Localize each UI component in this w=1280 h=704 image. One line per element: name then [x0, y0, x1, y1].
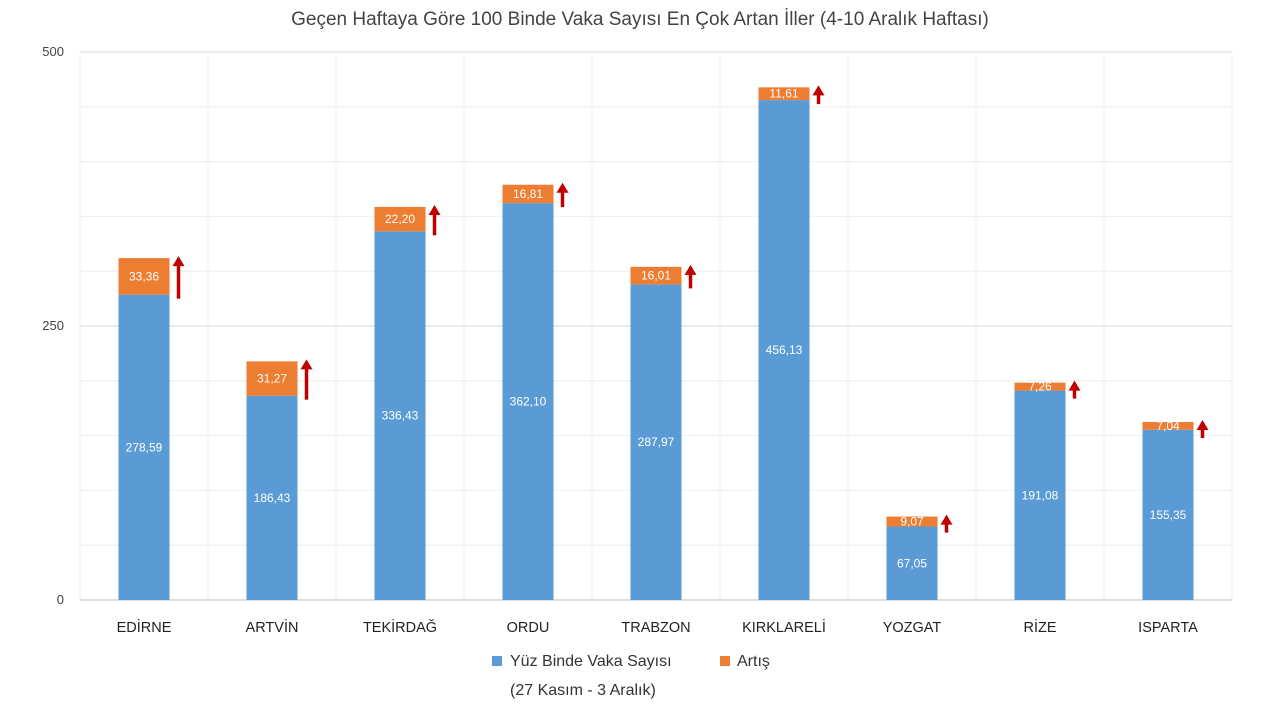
data-label-base: 278,59: [126, 440, 163, 454]
arrow-head: [1068, 380, 1081, 391]
data-label-base: 456,13: [766, 343, 803, 357]
arrow-head: [812, 85, 825, 96]
y-tick-label: 500: [42, 44, 64, 59]
arrow-head: [556, 182, 569, 193]
up-arrow-icon: [300, 359, 313, 400]
legend-swatch-base: [492, 656, 502, 666]
category-label: YOZGAT: [883, 620, 942, 636]
bar-increase: [1014, 382, 1066, 391]
up-arrow-icon: [684, 264, 697, 289]
legend-label-increase: Artış: [737, 653, 770, 670]
data-label-increase: 31,27: [257, 372, 287, 386]
bar-increase: [1142, 422, 1194, 430]
arrow-head: [940, 514, 953, 525]
data-label-increase: 33,36: [129, 269, 159, 283]
up-arrow-icon: [1196, 420, 1209, 439]
data-label-increase: 16,81: [513, 187, 543, 201]
bar-increase: [502, 184, 554, 204]
category-label: TRABZON: [621, 620, 690, 636]
bar-increase: [886, 516, 938, 527]
bar-base: [1014, 390, 1066, 600]
data-label-increase: 7,26: [1028, 380, 1052, 394]
up-arrow-icon: [812, 85, 825, 105]
up-arrow-icon: [940, 514, 953, 533]
arrow-head: [300, 359, 313, 370]
legend: Yüz Binde Vaka Sayısı (27 Kasım - 3 Aralı…: [492, 653, 770, 699]
category-label: ARTVİN: [246, 618, 299, 636]
bars: 278,59 33,36 186,43 31,27 336,43 22,20 362,10 1…: [118, 85, 1209, 601]
y-tick-label: 250: [42, 318, 64, 333]
data-label-increase: 16,01: [641, 269, 671, 283]
data-label-increase: 11,61: [769, 87, 798, 101]
bar-increase: [118, 258, 170, 295]
data-label-base: 67,05: [897, 556, 927, 570]
data-label-base: 336,43: [382, 409, 419, 423]
legend-label-base: Yüz Binde Vaka Sayısı: [510, 653, 672, 670]
bar-base: [758, 100, 810, 601]
category-label: ISPARTA: [1138, 620, 1198, 636]
legend-label-base-period: (27 Kasım - 3 Aralık): [510, 682, 656, 699]
bar-increase: [758, 87, 810, 101]
category-label: ORDU: [507, 620, 550, 636]
bar-base: [630, 284, 682, 600]
bar-base: [502, 203, 554, 600]
data-label-base: 287,97: [638, 435, 675, 449]
up-arrow-icon: [556, 182, 569, 208]
data-label-increase: 9,07: [900, 515, 924, 529]
category-label: EDİRNE: [117, 618, 172, 636]
data-label-base: 186,43: [254, 491, 291, 505]
data-label-base: 191,08: [1022, 488, 1059, 502]
bar-base: [118, 294, 170, 600]
up-arrow-icon: [172, 256, 185, 299]
up-arrow-icon: [1068, 380, 1081, 399]
data-label-increase: 22,20: [385, 212, 415, 226]
data-label-base: 362,10: [510, 395, 547, 409]
bar-increase: [246, 361, 298, 396]
arrow-head: [1196, 420, 1209, 431]
category-label: RİZE: [1023, 618, 1056, 636]
arrow-head: [172, 256, 185, 267]
arrow-head: [428, 204, 441, 215]
bar-base: [1142, 429, 1194, 600]
category-label: TEKİRDAĞ: [363, 618, 437, 636]
data-label-base: 155,35: [1150, 508, 1187, 522]
chart-title: Geçen Haftaya Göre 100 Binde Vaka Sayısı…: [291, 9, 989, 30]
bar-increase: [374, 206, 426, 232]
bar-increase: [630, 266, 682, 285]
bar-base: [374, 231, 426, 601]
data-label-increase: 7,04: [1156, 419, 1180, 433]
bar-base: [246, 395, 298, 600]
up-arrow-icon: [428, 204, 441, 236]
category-label: KIRKLARELİ: [742, 618, 826, 636]
legend-swatch-increase: [720, 656, 730, 666]
arrow-head: [684, 264, 697, 275]
x-axis: EDİRNE ARTVİN TEKİRDAĞ ORDU TRABZON KIRKLAREL…: [117, 618, 1199, 636]
y-tick-label: 0: [57, 592, 64, 607]
bar-base: [886, 526, 938, 600]
